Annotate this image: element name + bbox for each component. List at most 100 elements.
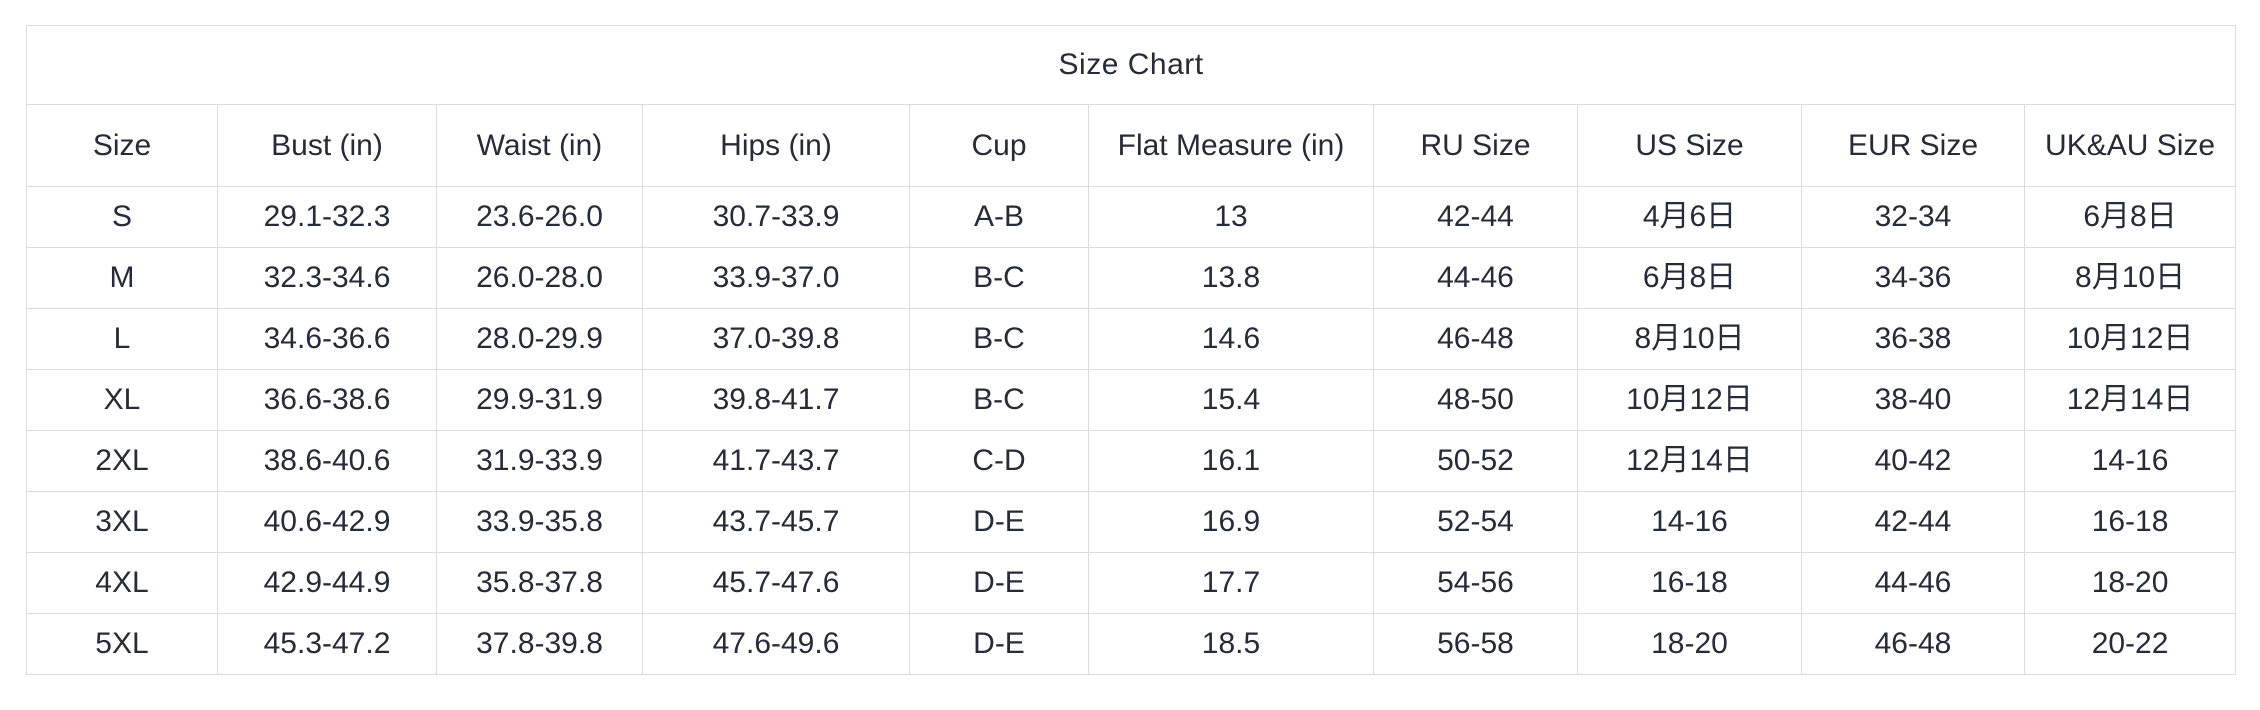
table-cell: 32-34	[1801, 186, 2025, 248]
table-cell: M	[26, 247, 218, 309]
table-cell: 17.7	[1088, 552, 1374, 614]
table-cell: 37.8-39.8	[436, 613, 643, 675]
table-cell: 6月8日	[2023, 186, 2237, 248]
table-cell: 4XL	[26, 552, 218, 614]
table-cell: 14-16	[1577, 491, 1802, 553]
table-row: 5XL 45.3-47.2 37.8-39.8 47.6-49.6 D-E 18.5 56-…	[26, 613, 2237, 675]
table-cell: 47.6-49.6	[642, 613, 910, 675]
page: Size Chart Size Bust (in) Waist (in) Hips (…	[25, 25, 2237, 675]
table-cell: 5XL	[26, 613, 218, 675]
table-cell: 39.8-41.7	[642, 369, 910, 431]
table-cell: 45.7-47.6	[642, 552, 910, 614]
title-row: Size Chart	[25, 25, 2237, 105]
table-cell: 12月14日	[1577, 430, 1802, 492]
table-cell: 32.3-34.6	[217, 247, 437, 309]
table-cell: 18-20	[2023, 552, 2237, 614]
table-cell: 43.7-45.7	[642, 491, 910, 553]
table-cell: 38.6-40.6	[217, 430, 437, 492]
table-cell: 10月12日	[1577, 369, 1802, 431]
column-header-uk-au-size: UK&AU Size	[2023, 104, 2237, 187]
table-cell: 56-58	[1373, 613, 1578, 675]
table-cell: 42-44	[1801, 491, 2025, 553]
table-cell: 41.7-43.7	[642, 430, 910, 492]
table-cell: D-E	[909, 613, 1089, 675]
table-cell: 30.7-33.9	[642, 186, 910, 248]
table-cell: 46-48	[1801, 613, 2025, 675]
table-row: S 29.1-32.3 23.6-26.0 30.7-33.9 A-B 13 42-44 4月…	[26, 186, 2237, 248]
table-cell: 20-22	[2023, 613, 2237, 675]
table-cell: L	[26, 308, 218, 370]
column-header-cup: Cup	[909, 104, 1089, 187]
table-cell: 13	[1088, 186, 1374, 248]
table-cell: 6月8日	[1577, 247, 1802, 309]
table-cell: 33.9-35.8	[436, 491, 643, 553]
column-header-flat-measure-in: Flat Measure (in)	[1088, 104, 1374, 187]
table-cell: 12月14日	[2023, 369, 2237, 431]
table-cell: 48-50	[1373, 369, 1578, 431]
table-row: 2XL 38.6-40.6 31.9-33.9 41.7-43.7 C-D 16.1 50-…	[26, 430, 2237, 492]
table-row: M 32.3-34.6 26.0-28.0 33.9-37.0 B-C 13.8 44-46…	[26, 247, 2237, 309]
table-cell: 42.9-44.9	[217, 552, 437, 614]
table-cell: 44-46	[1801, 552, 2025, 614]
table-cell: 36.6-38.6	[217, 369, 437, 431]
table-cell: 44-46	[1373, 247, 1578, 309]
table-cell: 14-16	[2023, 430, 2237, 492]
table-cell: D-E	[909, 491, 1089, 553]
table-cell: B-C	[909, 308, 1089, 370]
table-cell: C-D	[909, 430, 1089, 492]
table-cell: 38-40	[1801, 369, 2025, 431]
table-cell: 36-38	[1801, 308, 2025, 370]
table-cell: 40.6-42.9	[217, 491, 437, 553]
table-cell: 50-52	[1373, 430, 1578, 492]
table-cell: 37.0-39.8	[642, 308, 910, 370]
table-cell: 34.6-36.6	[217, 308, 437, 370]
table-cell: 13.8	[1088, 247, 1374, 309]
table-cell: 26.0-28.0	[436, 247, 643, 309]
table-cell: 18.5	[1088, 613, 1374, 675]
table-cell: D-E	[909, 552, 1089, 614]
column-header-hips-in: Hips (in)	[642, 104, 910, 187]
table-cell: 35.8-37.8	[436, 552, 643, 614]
table-cell: B-C	[909, 369, 1089, 431]
column-header-size: Size	[26, 104, 218, 187]
table-cell: 40-42	[1801, 430, 2025, 492]
table-cell: 4月6日	[1577, 186, 1802, 248]
column-header-ru-size: RU Size	[1373, 104, 1578, 187]
table-cell: 29.1-32.3	[217, 186, 437, 248]
table-cell: 2XL	[26, 430, 218, 492]
table-row: L 34.6-36.6 28.0-29.9 37.0-39.8 B-C 14.6 46-48…	[26, 308, 2237, 370]
table-title: Size Chart	[25, 25, 2237, 105]
table-cell: B-C	[909, 247, 1089, 309]
table-cell: 45.3-47.2	[217, 613, 437, 675]
table-cell: S	[26, 186, 218, 248]
header-row: Size Bust (in) Waist (in) Hips (in) Cup Flat …	[26, 104, 2237, 187]
table-row: 4XL 42.9-44.9 35.8-37.8 45.7-47.6 D-E 17.7 54-…	[26, 552, 2237, 614]
column-header-us-size: US Size	[1577, 104, 1802, 187]
table-cell: 28.0-29.9	[436, 308, 643, 370]
table-row: 3XL 40.6-42.9 33.9-35.8 43.7-45.7 D-E 16.9 52-…	[26, 491, 2237, 553]
table-cell: XL	[26, 369, 218, 431]
table-cell: 3XL	[26, 491, 218, 553]
table-cell: 29.9-31.9	[436, 369, 643, 431]
table-cell: 16.1	[1088, 430, 1374, 492]
table-cell: 16-18	[2023, 491, 2237, 553]
table-cell: 16.9	[1088, 491, 1374, 553]
table-cell: 33.9-37.0	[642, 247, 910, 309]
table-body: S 29.1-32.3 23.6-26.0 30.7-33.9 A-B 13 42-44 4月…	[26, 186, 2237, 675]
table-cell: 52-54	[1373, 491, 1578, 553]
table-cell: 8月10日	[1577, 308, 1802, 370]
table-cell: 15.4	[1088, 369, 1374, 431]
table-cell: 34-36	[1801, 247, 2025, 309]
table-cell: 42-44	[1373, 186, 1578, 248]
table-cell: 10月12日	[2023, 308, 2237, 370]
table-cell: 31.9-33.9	[436, 430, 643, 492]
table-cell: 18-20	[1577, 613, 1802, 675]
table-cell: 46-48	[1373, 308, 1578, 370]
table-cell: 8月10日	[2023, 247, 2237, 309]
table-cell: 23.6-26.0	[436, 186, 643, 248]
column-header-bust-in: Bust (in)	[217, 104, 437, 187]
table-cell: 54-56	[1373, 552, 1578, 614]
table-row: XL 36.6-38.6 29.9-31.9 39.8-41.7 B-C 15.4 48-5…	[26, 369, 2237, 431]
column-header-eur-size: EUR Size	[1801, 104, 2025, 187]
column-header-waist-in: Waist (in)	[436, 104, 643, 187]
